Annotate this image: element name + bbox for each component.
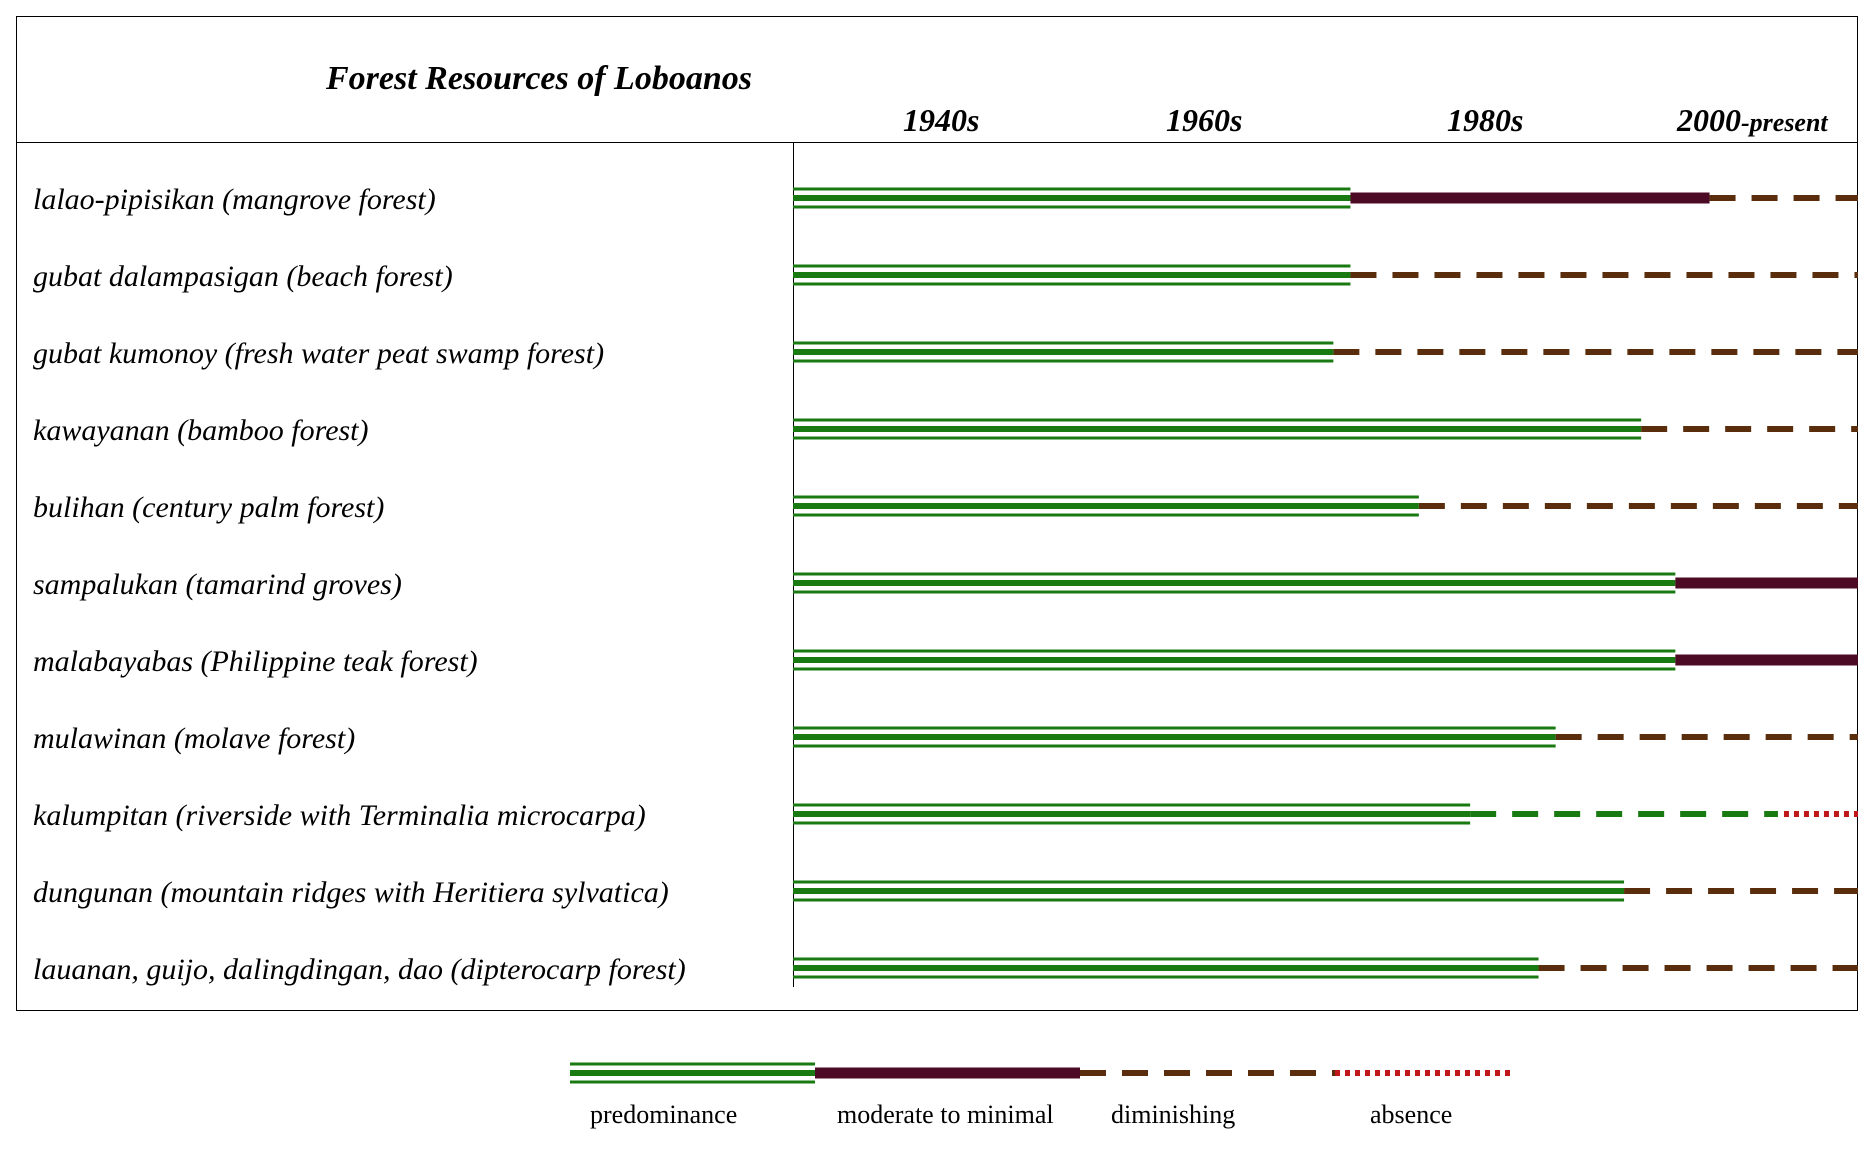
row-label-malabayabas: malabayabas (Philippine teak forest) bbox=[33, 645, 478, 678]
row-label-lalao-pipisikan: lalao-pipisikan (mangrove forest) bbox=[33, 183, 436, 216]
decade-label-1980s: 1980s bbox=[1447, 104, 1523, 136]
decade-suffix: -present bbox=[1741, 108, 1828, 137]
row-label-kalumpitan: kalumpitan (riverside with Terminalia mi… bbox=[33, 799, 646, 832]
decade-text: 1940s bbox=[903, 102, 980, 138]
legend-label-absence: absence bbox=[1370, 1100, 1453, 1129]
diagram-title: Forest Resources of Loboanos bbox=[326, 60, 752, 97]
decade-text: 2000 bbox=[1677, 102, 1741, 138]
row-label-mulawinan: mulawinan (molave forest) bbox=[33, 722, 356, 755]
decade-text: 1980s bbox=[1447, 102, 1524, 138]
header-divider bbox=[16, 142, 1858, 143]
row-label-bulihan: bulihan (century palm forest) bbox=[33, 491, 385, 524]
decade-label-1960s: 1960s bbox=[1166, 104, 1242, 136]
decade-label-2000-present: 2000-present bbox=[1677, 104, 1828, 136]
legend-label-diminishing: diminishing bbox=[1111, 1100, 1236, 1129]
row-label-lauanan: lauanan, guijo, dalingdingan, dao (dipte… bbox=[33, 953, 686, 986]
row-label-gubat-dalampasigan: gubat dalampasigan (beach forest) bbox=[33, 260, 453, 293]
row-label-kawayanan: kawayanan (bamboo forest) bbox=[33, 414, 369, 447]
row-label-dungunan: dungunan (mountain ridges with Heritiera… bbox=[33, 876, 669, 909]
row-label-sampalukan: sampalukan (tamarind groves) bbox=[33, 568, 402, 601]
decade-text: 1960s bbox=[1166, 102, 1243, 138]
diagram-frame bbox=[16, 16, 1858, 1011]
decade-label-1940s: 1940s bbox=[903, 104, 979, 136]
legend-label-predominance: predominance bbox=[590, 1100, 738, 1129]
row-label-gubat-kumonoy: gubat kumonoy (fresh water peat swamp fo… bbox=[33, 337, 605, 370]
legend-label-moderate-to-minimal: moderate to minimal bbox=[837, 1100, 1054, 1129]
timeline-axis-line bbox=[793, 142, 794, 987]
